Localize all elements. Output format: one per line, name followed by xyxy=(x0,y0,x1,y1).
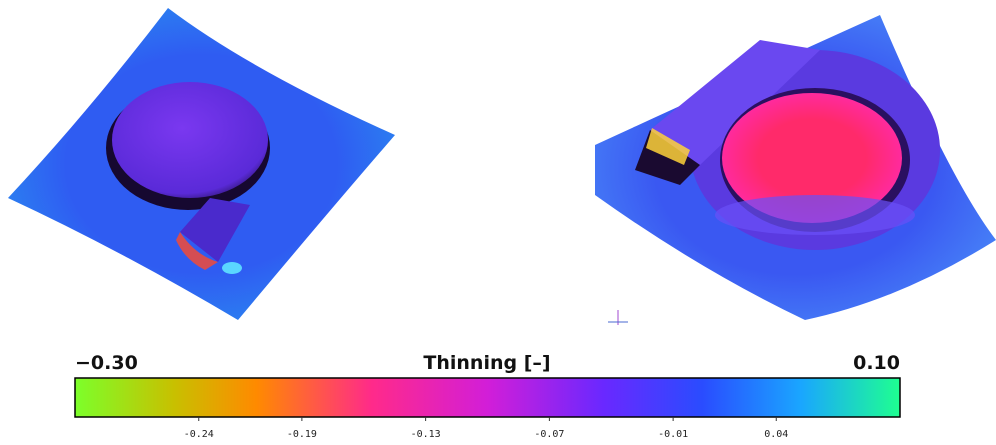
colorbar-min-label: −0.30 xyxy=(75,352,138,374)
colorbar-max-label: 0.10 xyxy=(853,352,900,374)
colorbar-title: Thinning [–] xyxy=(423,352,550,374)
tick-label: -0.01 xyxy=(658,429,688,440)
tick-label: 0.04 xyxy=(764,429,788,440)
scene: Thinning [–] −0.30 0.10 -0.24 -0.19 -0.13 -0.… xyxy=(0,0,996,445)
tick-label: -0.24 xyxy=(184,429,214,440)
tick-label: -0.19 xyxy=(287,429,317,440)
left-render xyxy=(8,8,395,320)
right-render xyxy=(595,15,996,325)
colorbar xyxy=(75,378,900,417)
tick-label: -0.07 xyxy=(534,429,564,440)
tick-label: -0.13 xyxy=(411,429,441,440)
